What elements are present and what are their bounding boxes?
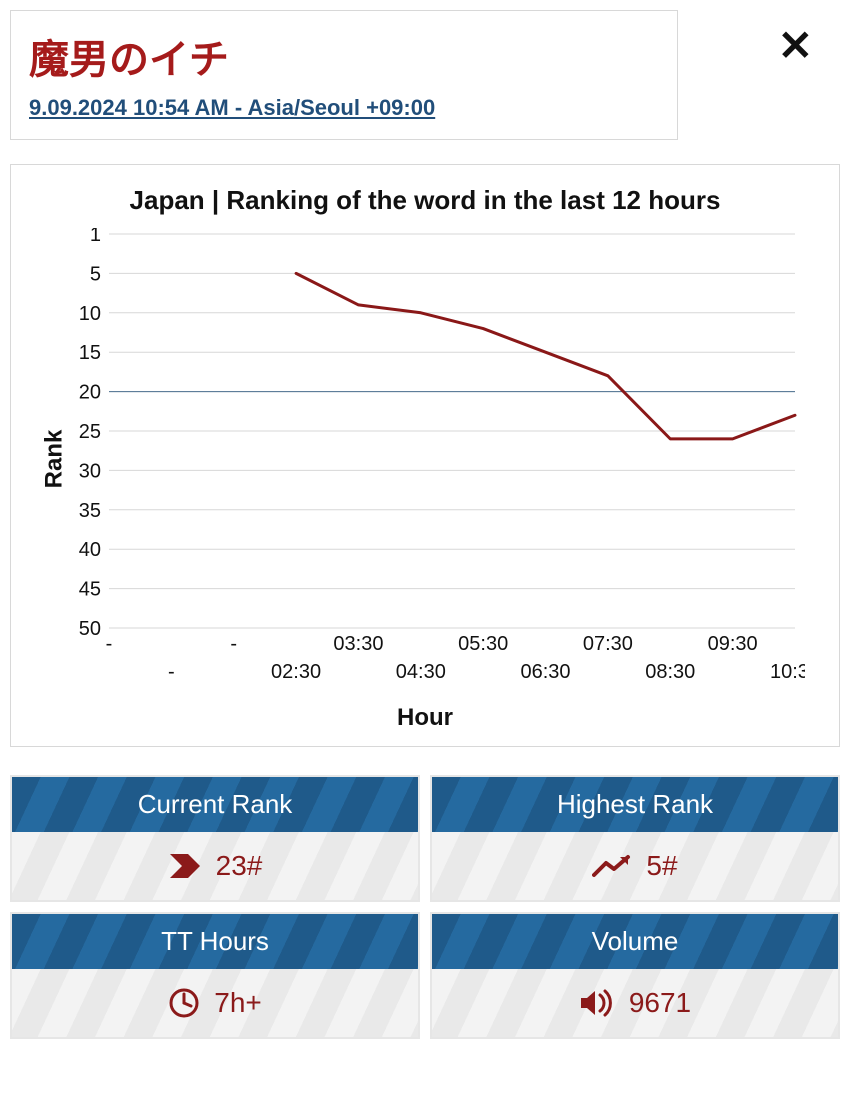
stat-body: 5# [432, 832, 838, 900]
svg-text:-: - [106, 633, 113, 655]
word-title: 魔男のイチ [29, 27, 659, 85]
y-axis-label: Rank [40, 430, 68, 489]
svg-text:50: 50 [79, 618, 101, 640]
svg-text:06:30: 06:30 [521, 661, 571, 683]
stat-card-current-rank: Current Rank 23# [10, 775, 420, 902]
rank-arrow-icon [168, 851, 202, 881]
svg-text:20: 20 [79, 382, 101, 404]
svg-text:03:30: 03:30 [333, 633, 383, 655]
stat-head: Highest Rank [432, 777, 838, 832]
chart-wrap: Rank 15101520253035404550---02:3003:3004… [27, 228, 823, 690]
clock-icon [168, 987, 200, 1019]
close-icon[interactable]: ✕ [778, 25, 813, 67]
trend-up-icon [592, 853, 632, 879]
chart-title: Japan | Ranking of the word in the last … [27, 185, 823, 216]
svg-text:5: 5 [90, 263, 101, 285]
stat-body: 9671 [432, 969, 838, 1037]
stat-card-highest-rank: Highest Rank 5# [430, 775, 840, 902]
stat-body: 7h+ [12, 969, 418, 1037]
svg-text:45: 45 [79, 579, 101, 601]
stat-value: 9671 [629, 987, 691, 1019]
stats-grid: Current Rank 23# Highest Rank 5# TT Hours 7h+… [10, 775, 840, 1039]
svg-text:09:30: 09:30 [708, 633, 758, 655]
stat-head: Volume [432, 914, 838, 969]
svg-text:15: 15 [79, 342, 101, 364]
stat-card-tt-hours: TT Hours 7h+ [10, 912, 420, 1039]
svg-text:40: 40 [79, 539, 101, 561]
header-card: ✕ 魔男のイチ 9.09.2024 10:54 AM - Asia/Seoul … [10, 10, 678, 140]
stat-card-volume: Volume 9671 [430, 912, 840, 1039]
stat-value: 7h+ [214, 987, 262, 1019]
svg-text:08:30: 08:30 [645, 661, 695, 683]
svg-text:-: - [230, 633, 237, 655]
svg-text:07:30: 07:30 [583, 633, 633, 655]
volume-icon [579, 988, 615, 1018]
stat-head: TT Hours [12, 914, 418, 969]
svg-text:04:30: 04:30 [396, 661, 446, 683]
stat-head: Current Rank [12, 777, 418, 832]
ranking-line-chart: 15101520253035404550---02:3003:3004:3005… [45, 228, 805, 690]
svg-text:10:30: 10:30 [770, 661, 805, 683]
svg-text:05:30: 05:30 [458, 633, 508, 655]
svg-text:25: 25 [79, 421, 101, 443]
svg-text:30: 30 [79, 460, 101, 482]
x-axis-label: Hour [27, 704, 823, 732]
svg-text:1: 1 [90, 228, 101, 246]
svg-text:02:30: 02:30 [271, 661, 321, 683]
svg-text:35: 35 [79, 500, 101, 522]
stat-value: 5# [646, 850, 677, 882]
stat-value: 23# [216, 850, 263, 882]
timestamp-link[interactable]: 9.09.2024 10:54 AM - Asia/Seoul +09:00 [29, 95, 435, 121]
svg-text:-: - [168, 661, 175, 683]
svg-text:10: 10 [79, 303, 101, 325]
chart-card: Japan | Ranking of the word in the last … [10, 164, 840, 747]
stat-body: 23# [12, 832, 418, 900]
